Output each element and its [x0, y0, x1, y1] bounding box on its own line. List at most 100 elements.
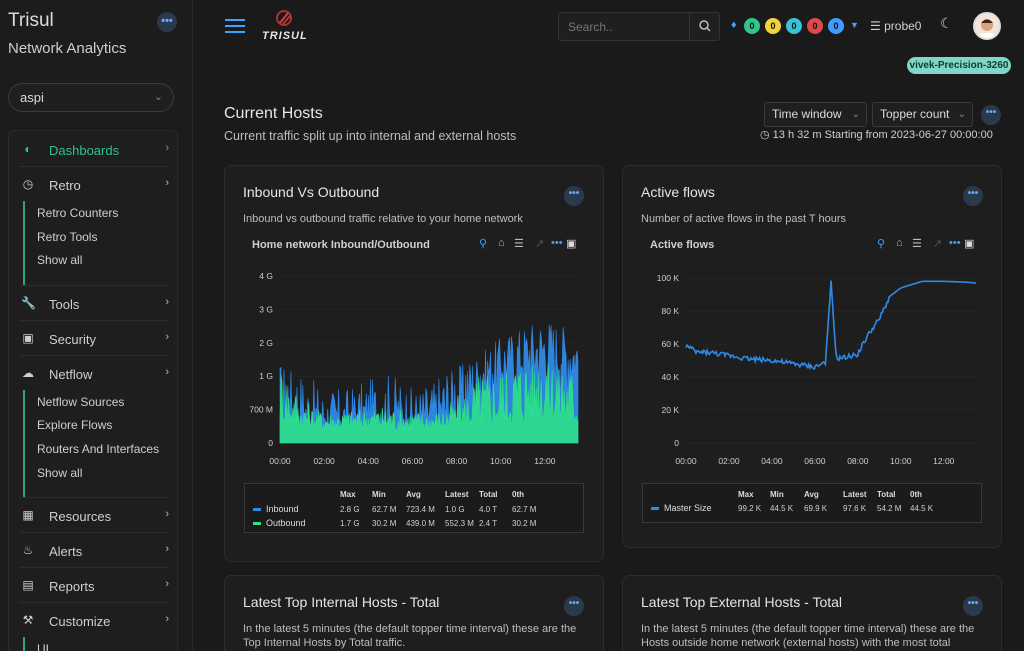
sidebar-item-resources[interactable]: ▦ Resources › [9, 499, 177, 533]
page-subtitle: Current traffic split up into internal a… [224, 129, 517, 143]
page-options-button[interactable]: ••• [981, 105, 1001, 125]
sidebar-item-ui[interactable]: UI [37, 642, 49, 651]
bell-icon[interactable]: ♦ [731, 19, 737, 31]
avatar[interactable] [973, 12, 1001, 40]
card-title: Latest Top Internal Hosts - Total [243, 594, 440, 610]
y-tick-label: 0 [268, 438, 273, 448]
zoom-icon[interactable]: ⚲ [479, 238, 488, 250]
sidebar-options-button[interactable]: ••• [157, 12, 177, 32]
card-options-button[interactable]: ••• [963, 596, 983, 616]
save-image-icon[interactable]: ▣ [566, 238, 577, 250]
sidebar-item-retro-counters[interactable]: Retro Counters [37, 206, 119, 220]
more-icon[interactable]: ••• [949, 237, 961, 249]
home-icon[interactable]: ⌂ [498, 237, 505, 249]
active-flows-chart: 0 20 K 40 K 60 K 80 K 100 K 00:00 02:00 04:00 06:… [657, 273, 977, 466]
menu-list-icon[interactable]: ☰ [912, 238, 922, 250]
card-title: Inbound Vs Outbound [243, 184, 380, 200]
dashboard-icon: ◐ [24, 142, 32, 156]
stats-value: 62.7 M [512, 505, 537, 514]
sidebar-item-netflow-show-all[interactable]: Show all [37, 466, 83, 480]
top-internal-hosts-card: Latest Top Internal Hosts - Total ••• In… [224, 575, 604, 651]
stats-header: 0th [512, 490, 524, 499]
x-tick-label: 08:00 [446, 456, 468, 466]
wrench-icon: 🔧 [21, 296, 36, 310]
card-description: Number of active flows in the past T hou… [641, 213, 847, 225]
card-options-button[interactable]: ••• [564, 596, 584, 616]
y-tick-label: 700 M [249, 405, 273, 415]
stats-value: 2.8 G [340, 505, 360, 514]
profile-select[interactable]: aspi ⌄ [8, 83, 174, 112]
time-window-label: Time window [772, 107, 842, 121]
alert-count-badge[interactable]: 0 [744, 18, 760, 34]
legend-series-name[interactable]: Master Size [664, 503, 712, 513]
card-title: Latest Top External Hosts - Total [641, 594, 843, 610]
theme-toggle-icon[interactable]: ☾ [940, 15, 953, 31]
alert-count-badge[interactable]: 0 [765, 18, 781, 34]
stats-header: Avg [804, 490, 819, 499]
card-options-button[interactable]: ••• [963, 186, 983, 206]
y-tick-label: 60 K [662, 339, 680, 349]
y-tick-label: 1 G [259, 371, 273, 381]
x-tick-label: 02:00 [314, 456, 336, 466]
sidebar-item-retro-show-all[interactable]: Show all [37, 253, 83, 267]
trisul-logo[interactable]: TRISUL [262, 10, 312, 42]
sidebar-item-tools[interactable]: 🔧 Tools › [9, 287, 177, 321]
chevron-right-icon: › [165, 296, 169, 308]
topper-count-select[interactable]: Topper count ⌄ [872, 102, 973, 127]
stats-value: 1.0 G [445, 505, 465, 514]
series-line-master-size [685, 280, 977, 371]
search-input[interactable] [559, 13, 691, 40]
alert-count-badge[interactable]: 0 [786, 18, 802, 34]
legend-series-name[interactable]: Outbound [266, 518, 306, 528]
stats-table: Max Min Avg Latest Total 0th Inbound 2.8 G 62.7 … [244, 483, 584, 533]
sidebar-menu: ◐ Dashboards › ◷ Retro › Retro Counters … [8, 130, 178, 651]
home-icon[interactable]: ⌂ [896, 237, 903, 249]
chevron-right-icon: › [165, 177, 169, 189]
alert-count-badge[interactable]: 0 [807, 18, 823, 34]
sidebar-item-routers-interfaces[interactable]: Routers And Interfaces [37, 442, 160, 456]
netflow-submenu [23, 390, 25, 498]
stats-value: 552.3 M [445, 519, 474, 528]
sidebar-item-retro[interactable]: ◷ Retro › [9, 168, 177, 202]
y-tick-label: 100 K [657, 273, 680, 283]
y-tick-label: 2 G [259, 338, 273, 348]
stats-value: 2.4 T [479, 519, 498, 528]
profile-select-value: aspi [20, 90, 44, 105]
card-description: In the latest 5 minutes (the default top… [641, 623, 975, 649]
sidebar-item-customize[interactable]: ⚒ Customize › [9, 604, 177, 638]
caret-down-icon[interactable]: ▼ [850, 20, 859, 30]
card-options-button[interactable]: ••• [564, 186, 584, 206]
sidebar-item-reports[interactable]: ▤ Reports › [9, 569, 177, 603]
menu-list-icon[interactable]: ☰ [514, 238, 524, 250]
sidebar-item-dashboards[interactable]: ◐ Dashboards › [9, 133, 177, 167]
line-chart-icon[interactable]: ↗ [535, 238, 545, 250]
chevron-right-icon: › [165, 508, 169, 520]
x-tick-label: 10:00 [890, 456, 912, 466]
card-title: Active flows [641, 184, 715, 200]
x-tick-label: 04:00 [358, 456, 380, 466]
zoom-icon[interactable]: ⚲ [877, 238, 886, 250]
search-button[interactable] [689, 13, 719, 40]
line-chart-icon[interactable]: ↗ [933, 238, 943, 250]
stats-header: 0th [910, 490, 922, 499]
alert-count-badge[interactable]: 0 [828, 18, 844, 34]
history-icon: ◷ [22, 177, 34, 191]
sidebar: Trisul Network Analytics ••• aspi ⌄ ◐ Da… [0, 0, 193, 651]
menu-toggle-icon[interactable] [225, 19, 245, 33]
search-icon [699, 20, 711, 32]
sidebar-item-label: Reports [49, 579, 95, 594]
x-tick-label: 08:00 [847, 456, 869, 466]
more-icon[interactable]: ••• [551, 237, 563, 249]
sidebar-item-netflow-sources[interactable]: Netflow Sources [37, 395, 125, 409]
legend-series-name[interactable]: Inbound [266, 504, 299, 514]
sidebar-item-alerts[interactable]: ♨ Alerts › [9, 534, 177, 568]
sidebar-item-retro-tools[interactable]: Retro Tools [37, 230, 98, 244]
time-window-select[interactable]: Time window ⌄ [764, 102, 867, 127]
x-tick-label: 00:00 [675, 456, 697, 466]
sidebar-item-explore-flows[interactable]: Explore Flows [37, 418, 113, 432]
sidebar-item-netflow[interactable]: ☁ Netflow › [9, 357, 177, 391]
sidebar-item-security[interactable]: ▣ Security › [9, 322, 177, 356]
probe-selector[interactable]: ☰ probe0 [870, 19, 921, 33]
stats-value: 62.7 M [372, 505, 397, 514]
save-image-icon[interactable]: ▣ [964, 238, 975, 250]
